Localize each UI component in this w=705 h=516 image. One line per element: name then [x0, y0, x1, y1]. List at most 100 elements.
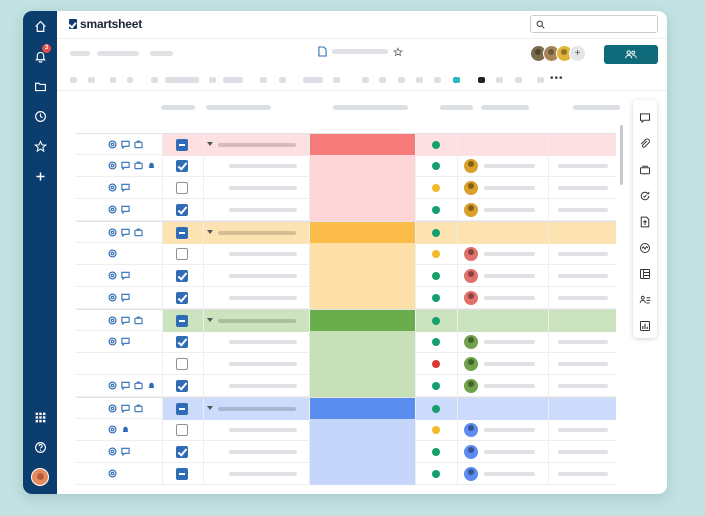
assignee-avatar[interactable] — [464, 159, 478, 173]
toolbar-button[interactable] — [496, 77, 503, 83]
table-row[interactable] — [76, 243, 616, 265]
row-checkbox[interactable] — [176, 182, 188, 194]
assignee-avatar[interactable] — [464, 379, 478, 393]
toolbar-button[interactable] — [110, 77, 116, 83]
row-checkbox[interactable] — [176, 468, 188, 480]
reminder-bell-icon[interactable] — [121, 425, 130, 434]
mention-icon[interactable] — [108, 381, 117, 390]
attachment-icon[interactable] — [639, 137, 651, 149]
people-icon[interactable] — [639, 293, 651, 305]
assignee-cell[interactable] — [458, 463, 549, 485]
assignee-cell[interactable] — [458, 353, 549, 375]
color-column-cell[interactable] — [310, 419, 416, 441]
status-cell[interactable] — [416, 177, 458, 199]
row-checkbox[interactable] — [176, 403, 188, 415]
toolbar-button[interactable] — [88, 77, 95, 83]
summary-icon[interactable] — [639, 267, 651, 279]
mention-icon[interactable] — [108, 249, 117, 258]
primary-cell[interactable] — [163, 441, 310, 463]
column-header[interactable] — [333, 105, 408, 110]
row-checkbox[interactable] — [176, 315, 188, 327]
collaborator-avatar[interactable] — [556, 45, 573, 62]
assignee-cell[interactable] — [458, 287, 549, 309]
comment-icon[interactable] — [121, 271, 130, 280]
color-column-cell[interactable] — [310, 287, 416, 309]
mention-icon[interactable] — [108, 271, 117, 280]
favorite-star-icon[interactable] — [393, 46, 403, 57]
mention-icon[interactable] — [108, 228, 117, 237]
row-checkbox[interactable] — [176, 380, 188, 392]
comment-icon[interactable] — [121, 183, 130, 192]
color-column-cell[interactable] — [310, 398, 416, 420]
primary-cell[interactable] — [163, 134, 310, 156]
home-icon[interactable] — [30, 16, 50, 36]
mention-icon[interactable] — [108, 469, 117, 478]
help-icon[interactable] — [30, 437, 50, 457]
attachment-icon[interactable] — [134, 161, 143, 170]
column-header[interactable] — [206, 105, 271, 110]
assignee-avatar[interactable] — [464, 423, 478, 437]
toolbar-button[interactable] — [379, 77, 386, 83]
toolbar-button[interactable] — [362, 77, 369, 83]
row-checkbox[interactable] — [176, 204, 188, 216]
color-column-cell[interactable] — [310, 375, 416, 397]
primary-cell[interactable] — [163, 398, 310, 420]
assignee-avatar[interactable] — [464, 291, 478, 305]
attachment-icon[interactable] — [134, 404, 143, 413]
primary-cell[interactable] — [163, 375, 310, 397]
mention-icon[interactable] — [108, 316, 117, 325]
breadcrumb-item[interactable] — [70, 51, 90, 56]
collapse-caret-icon[interactable] — [207, 230, 213, 234]
primary-cell[interactable] — [163, 222, 310, 244]
toolbar-button[interactable] — [165, 77, 199, 83]
toolbar-button[interactable] — [537, 77, 544, 83]
assignee-cell[interactable] — [458, 265, 549, 287]
status-cell[interactable] — [416, 375, 458, 397]
reminder-bell-icon[interactable] — [147, 161, 156, 170]
comment-icon[interactable] — [639, 111, 651, 124]
row-checkbox[interactable] — [176, 139, 188, 151]
column-header[interactable] — [440, 105, 473, 110]
status-cell[interactable] — [416, 287, 458, 309]
table-row[interactable] — [76, 133, 616, 156]
folder-icon[interactable] — [30, 76, 50, 96]
assignee-avatar[interactable] — [464, 445, 478, 459]
row-checkbox[interactable] — [176, 292, 188, 304]
smartsheet-logo[interactable]: smartsheet — [69, 17, 142, 31]
breadcrumb-item[interactable] — [150, 51, 173, 56]
reports-icon[interactable] — [639, 319, 651, 331]
proofing-icon[interactable] — [639, 163, 651, 175]
apps-grid-icon[interactable] — [30, 407, 50, 427]
table-row[interactable] — [76, 463, 616, 485]
status-cell[interactable] — [416, 419, 458, 441]
attachment-icon[interactable] — [134, 228, 143, 237]
toolbar-button[interactable] — [279, 77, 286, 83]
table-row[interactable] — [76, 331, 616, 353]
comment-icon[interactable] — [121, 404, 130, 413]
breadcrumb-item[interactable] — [97, 51, 139, 56]
assignee-cell[interactable] — [458, 419, 549, 441]
row-checkbox[interactable] — [176, 248, 188, 260]
status-cell[interactable] — [416, 243, 458, 265]
assignee-cell[interactable] — [458, 155, 549, 177]
row-checkbox[interactable] — [176, 358, 188, 370]
column-header[interactable] — [573, 105, 620, 110]
date-cell[interactable] — [549, 398, 616, 420]
collaborator-avatar[interactable] — [530, 45, 547, 62]
share-button[interactable] — [604, 45, 658, 64]
recents-clock-icon[interactable] — [30, 106, 50, 126]
attachment-icon[interactable] — [134, 140, 143, 149]
publish-icon[interactable] — [639, 215, 651, 228]
color-column-cell[interactable] — [310, 222, 416, 244]
collaborator-avatar[interactable] — [543, 45, 560, 62]
notifications-icon[interactable]: 3 — [30, 44, 51, 66]
status-cell[interactable] — [416, 265, 458, 287]
status-cell[interactable] — [416, 441, 458, 463]
table-row[interactable] — [76, 419, 616, 441]
vertical-scrollbar[interactable] — [620, 125, 623, 185]
status-cell[interactable] — [416, 331, 458, 353]
comment-icon[interactable] — [121, 337, 130, 346]
collapse-caret-icon[interactable] — [207, 406, 213, 410]
comment-icon[interactable] — [121, 228, 130, 237]
table-row[interactable] — [76, 287, 616, 309]
